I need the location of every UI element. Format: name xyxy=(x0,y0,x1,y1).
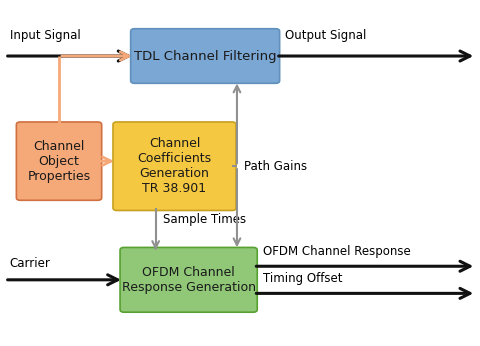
Text: OFDM Channel
Response Generation: OFDM Channel Response Generation xyxy=(121,266,255,294)
Text: TDL Channel Filtering: TDL Channel Filtering xyxy=(133,49,276,63)
Text: OFDM Channel Response: OFDM Channel Response xyxy=(263,245,410,258)
Text: Output Signal: Output Signal xyxy=(285,29,366,43)
Text: Carrier: Carrier xyxy=(10,257,50,270)
Text: Timing Offset: Timing Offset xyxy=(263,272,342,285)
FancyBboxPatch shape xyxy=(113,122,236,210)
Text: Path Gains: Path Gains xyxy=(243,160,307,173)
FancyBboxPatch shape xyxy=(16,122,101,200)
Text: Channel
Object
Properties: Channel Object Properties xyxy=(27,140,90,183)
Text: Input Signal: Input Signal xyxy=(10,29,80,43)
FancyBboxPatch shape xyxy=(120,247,257,312)
FancyBboxPatch shape xyxy=(131,29,279,83)
Text: Sample Times: Sample Times xyxy=(162,212,245,226)
Text: Channel
Coefficients
Generation
TR 38.901: Channel Coefficients Generation TR 38.90… xyxy=(137,137,211,195)
